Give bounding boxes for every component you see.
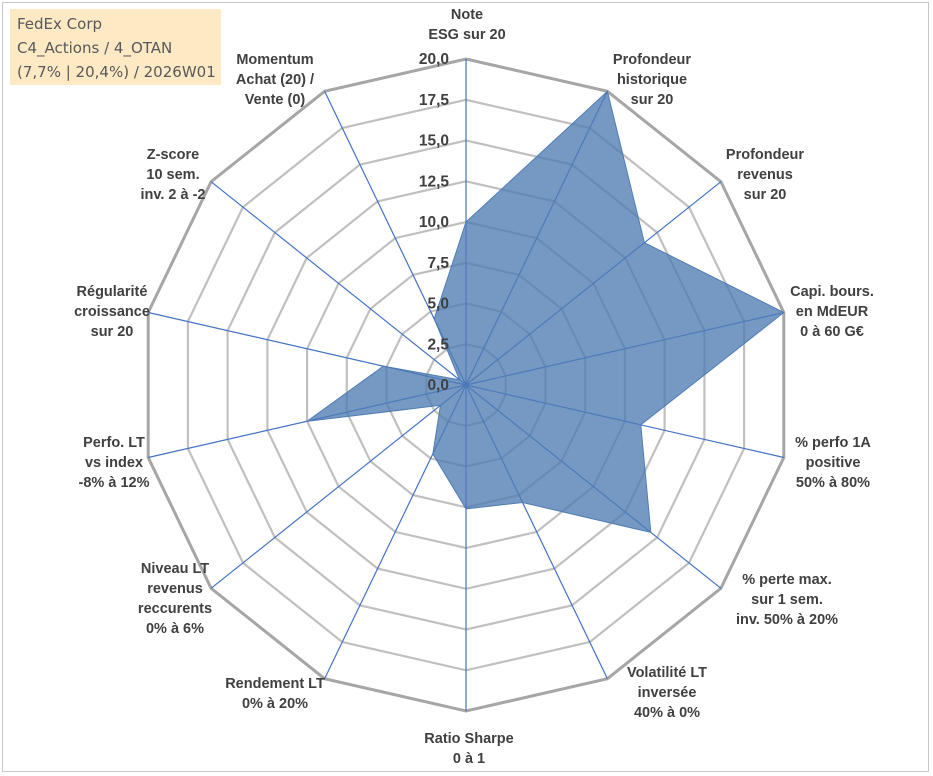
axis-label-line: Régularité [77, 284, 148, 300]
axis-label-line: Achat (20) / [236, 72, 314, 88]
axis-label-line: sur 20 [744, 187, 787, 203]
axis-label-1: Note ESG sur 20 [428, 7, 505, 43]
axis-label-line: sur 20 [91, 324, 134, 340]
axis-label-line: Perfo. LT [83, 435, 145, 451]
radar-series [305, 90, 785, 534]
axis-label-line: Note [451, 7, 483, 23]
info-box: FedEx Corp C4_Actions / 4_OTAN (7,7% | 2… [10, 9, 221, 85]
tick-label: 15,0 [419, 133, 449, 150]
axis-label-line: ESG sur 20 [428, 27, 505, 43]
axis-label-line: sur 1 sem. [751, 592, 823, 608]
axis-labels: Note ESG sur 20 Profondeur historique sur 20… [74, 7, 874, 767]
axis-label-line: revenus [147, 581, 203, 597]
axis-label-line: inversée [638, 685, 697, 701]
company-name: FedEx Corp [17, 15, 103, 33]
axis-label-line: -8% à 12% [79, 475, 150, 491]
axis-label-6: % perte max. sur 1 sem. inv. 50% à 20% [736, 572, 838, 628]
axis-label-12: Régularité croissance sur 20 [74, 284, 150, 340]
axis-label-line: positive [806, 455, 861, 471]
tick-label: 12,5 [419, 173, 450, 190]
axis-label-line: inv. 2 à -2 [140, 187, 205, 203]
axis-label-line: 50% à 80% [796, 475, 870, 491]
axis-label-line: Ratio Sharpe [424, 731, 513, 747]
tick-label: 7,5 [427, 255, 449, 272]
axis-label-line: Momentum [236, 52, 313, 68]
axis-label-line: 0 à 60 G€ [800, 324, 864, 340]
axis-label-line: 0% à 6% [146, 621, 204, 637]
axis-label-line: 40% à 0% [634, 705, 700, 721]
axis-label-line: Capi. bours. [790, 284, 874, 300]
axis-label-line: 0% à 20% [242, 696, 308, 712]
tick-label: 20,0 [419, 51, 449, 68]
axis-label-3: Profondeur revenus sur 20 [726, 147, 804, 203]
tick-label: 5,0 [427, 296, 449, 313]
axis-label-7: Volatilité LT inversée 40% à 0% [627, 665, 707, 721]
axis-label-line: % perte max. [742, 572, 831, 588]
tick-label: 2,5 [427, 336, 449, 353]
tick-label: 10,0 [419, 214, 449, 231]
axis-label-line: 10 sem. [146, 167, 199, 183]
axis-label-line: Rendement LT [225, 676, 325, 692]
axis-label-line: inv. 50% à 20% [736, 612, 838, 628]
axis-label-5: % perfo 1A positive 50% à 80% [795, 435, 871, 491]
axis-label-9: Rendement LT 0% à 20% [225, 676, 325, 712]
axis-label-line: revenus [737, 167, 793, 183]
axis-label-2: Profondeur historique sur 20 [613, 52, 691, 108]
axis-label-14: Momentum Achat (20) / Vente (0) [236, 52, 314, 108]
axis-label-10: Niveau LT revenus reccurents 0% à 6% [138, 561, 212, 637]
portfolio-name: C4_Actions / 4_OTAN [17, 39, 173, 57]
axis-label-line: 0 à 1 [453, 751, 485, 767]
axis-label-line: sur 20 [631, 92, 674, 108]
axis-label-line: en MdEUR [796, 304, 869, 320]
axis-label-13: Z-score 10 sem. inv. 2 à -2 [140, 147, 205, 203]
period-stats: (7,7% | 20,4%) / 2026W01 [17, 63, 216, 81]
axis-label-8: Ratio Sharpe 0 à 1 [424, 731, 513, 767]
tick-label: 17,5 [419, 92, 450, 109]
axis-label-line: Vente (0) [245, 92, 306, 108]
radial-tick-labels: 0,0 2,5 5,0 7,5 10,0 12,5 15,0 17,5 20,0 [419, 51, 450, 394]
axis-label-line: historique [617, 72, 687, 88]
axis-label-11: Perfo. LT vs index -8% à 12% [79, 435, 150, 491]
axis-spoke-13 [210, 181, 467, 386]
axis-label-4: Capi. bours. en MdEUR 0 à 60 G€ [790, 284, 874, 340]
axis-label-line: croissance [74, 304, 150, 320]
axis-label-line: vs index [85, 455, 143, 471]
axis-label-line: % perfo 1A [795, 435, 871, 451]
axis-label-line: Z-score [147, 147, 199, 163]
axis-label-line: reccurents [138, 601, 212, 617]
axis-label-line: Profondeur [726, 147, 804, 163]
axis-label-line: Profondeur [613, 52, 691, 68]
tick-label: 0,0 [427, 377, 449, 394]
axis-label-line: Niveau LT [141, 561, 209, 577]
axis-label-line: Volatilité LT [627, 665, 707, 681]
axis-spoke-10 [210, 384, 467, 589]
series-area [305, 90, 785, 534]
